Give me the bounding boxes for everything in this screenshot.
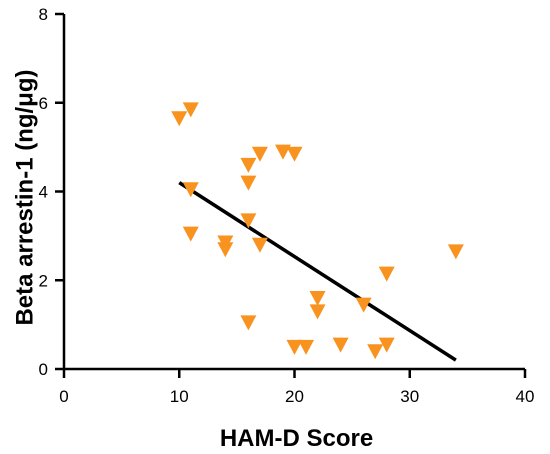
data-point	[240, 315, 257, 331]
x-tick-label: 30	[400, 387, 419, 406]
data-point	[355, 297, 372, 313]
data-point	[286, 146, 303, 162]
x-tick-label: 20	[285, 387, 304, 406]
regression-line	[178, 181, 457, 362]
y-tick-label: 2	[39, 271, 48, 290]
data-point	[182, 226, 199, 242]
y-tick-label: 8	[39, 5, 48, 24]
data-point	[286, 339, 303, 355]
data-points	[171, 102, 464, 360]
x-tick-label: 10	[170, 387, 189, 406]
data-point	[171, 111, 188, 127]
data-point	[251, 237, 268, 253]
x-tick-label: 40	[516, 387, 535, 406]
data-point	[274, 144, 291, 160]
data-point	[309, 304, 326, 320]
x-tick-label: 0	[59, 387, 68, 406]
data-point	[182, 102, 199, 118]
data-point	[251, 146, 268, 162]
data-point	[447, 244, 464, 260]
data-point	[182, 182, 199, 198]
data-point	[378, 266, 395, 282]
data-point	[367, 344, 384, 360]
axes: 0 10 20 30 40 0 2 4 6 8	[39, 5, 535, 406]
data-point	[240, 157, 257, 173]
data-point	[217, 242, 234, 258]
data-point	[378, 337, 395, 353]
y-tick-label: 4	[39, 183, 48, 202]
data-point	[240, 213, 257, 229]
data-point	[298, 339, 315, 355]
y-tick-label: 0	[39, 360, 48, 379]
y-axis-title: Beta arrestin-1 (ng/μg)	[11, 69, 38, 325]
data-point	[240, 175, 257, 191]
data-point	[309, 291, 326, 306]
y-tick-label: 6	[39, 94, 48, 113]
data-point	[332, 337, 349, 353]
x-axis-title: HAM-D Score	[220, 425, 373, 452]
regression-line-group	[178, 181, 457, 362]
